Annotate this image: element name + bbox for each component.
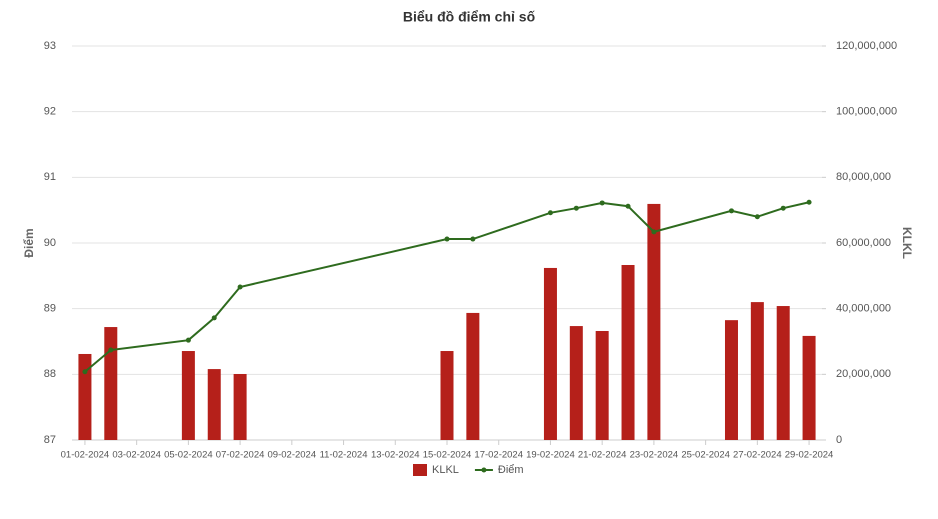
y-axis-title: Điểm	[22, 228, 36, 257]
point	[780, 205, 786, 211]
line	[84, 201, 810, 373]
y-tick-label: 90	[44, 237, 56, 249]
y2-tick-label: 20,000,000	[836, 368, 891, 380]
bar	[776, 306, 790, 440]
point	[237, 284, 243, 290]
bar	[750, 302, 764, 440]
x-tick-label: 13-02-2024	[371, 450, 420, 461]
x-tick-label: 29-02-2024	[785, 450, 834, 461]
y2-tick-label: 0	[836, 434, 842, 446]
bar	[78, 353, 92, 440]
x-tick-label: 25-02-2024	[681, 450, 730, 461]
bar	[569, 326, 583, 440]
x-tick-label: 15-02-2024	[423, 450, 472, 461]
y-tick-label: 87	[44, 434, 56, 446]
x-tick-label: 05-02-2024	[164, 450, 213, 461]
bar	[724, 320, 738, 440]
point	[547, 210, 553, 216]
x-tick-label: 03-02-2024	[112, 450, 161, 461]
bar	[233, 374, 247, 440]
x-tick-label: 23-02-2024	[630, 450, 679, 461]
point	[806, 199, 812, 205]
x-tick-label: 07-02-2024	[216, 450, 265, 461]
x-tick-label: 19-02-2024	[526, 450, 575, 461]
y2-tick-label: 80,000,000	[836, 171, 891, 183]
point	[82, 369, 88, 375]
y-tick-label: 93	[44, 40, 56, 52]
x-tick-label: 09-02-2024	[268, 450, 317, 461]
point	[108, 347, 114, 353]
bar	[543, 267, 557, 440]
point	[651, 229, 657, 235]
bar	[181, 351, 195, 440]
bar	[647, 203, 661, 440]
y-tick-label: 91	[44, 171, 56, 183]
y2-axis-title: KLKL	[900, 227, 914, 259]
y-tick-label: 92	[44, 106, 56, 118]
y-tick-label: 88	[44, 368, 56, 380]
bar	[440, 351, 454, 440]
point	[754, 214, 760, 220]
legend-label: KLKL	[432, 464, 459, 476]
x-tick-label: 11-02-2024	[320, 450, 368, 461]
x-tick-label: 21-02-2024	[578, 450, 627, 461]
point	[185, 337, 191, 343]
y2-tick-label: 120,000,000	[836, 40, 897, 52]
legend-swatch	[481, 467, 487, 473]
point	[573, 205, 579, 211]
x-tick-label: 27-02-2024	[733, 450, 782, 461]
bar	[466, 312, 480, 440]
point	[599, 200, 605, 206]
bar	[802, 335, 816, 440]
point	[470, 236, 476, 242]
bar	[207, 369, 221, 440]
bar	[621, 264, 635, 440]
bar	[104, 327, 118, 440]
legend-swatch	[413, 464, 427, 476]
point	[625, 203, 631, 209]
y2-tick-label: 60,000,000	[836, 237, 891, 249]
y2-tick-label: 100,000,000	[836, 106, 897, 118]
point	[728, 208, 734, 214]
x-tick-label: 01-02-2024	[61, 450, 110, 461]
point	[444, 236, 450, 242]
x-tick-label: 17-02-2024	[474, 450, 523, 461]
y2-tick-label: 40,000,000	[836, 303, 891, 315]
bar	[595, 330, 609, 440]
legend-label: Điểm	[498, 464, 524, 476]
point	[211, 315, 217, 321]
chart-title: Biểu đồ điểm chỉ số	[403, 9, 536, 25]
y-tick-label: 89	[44, 303, 56, 315]
